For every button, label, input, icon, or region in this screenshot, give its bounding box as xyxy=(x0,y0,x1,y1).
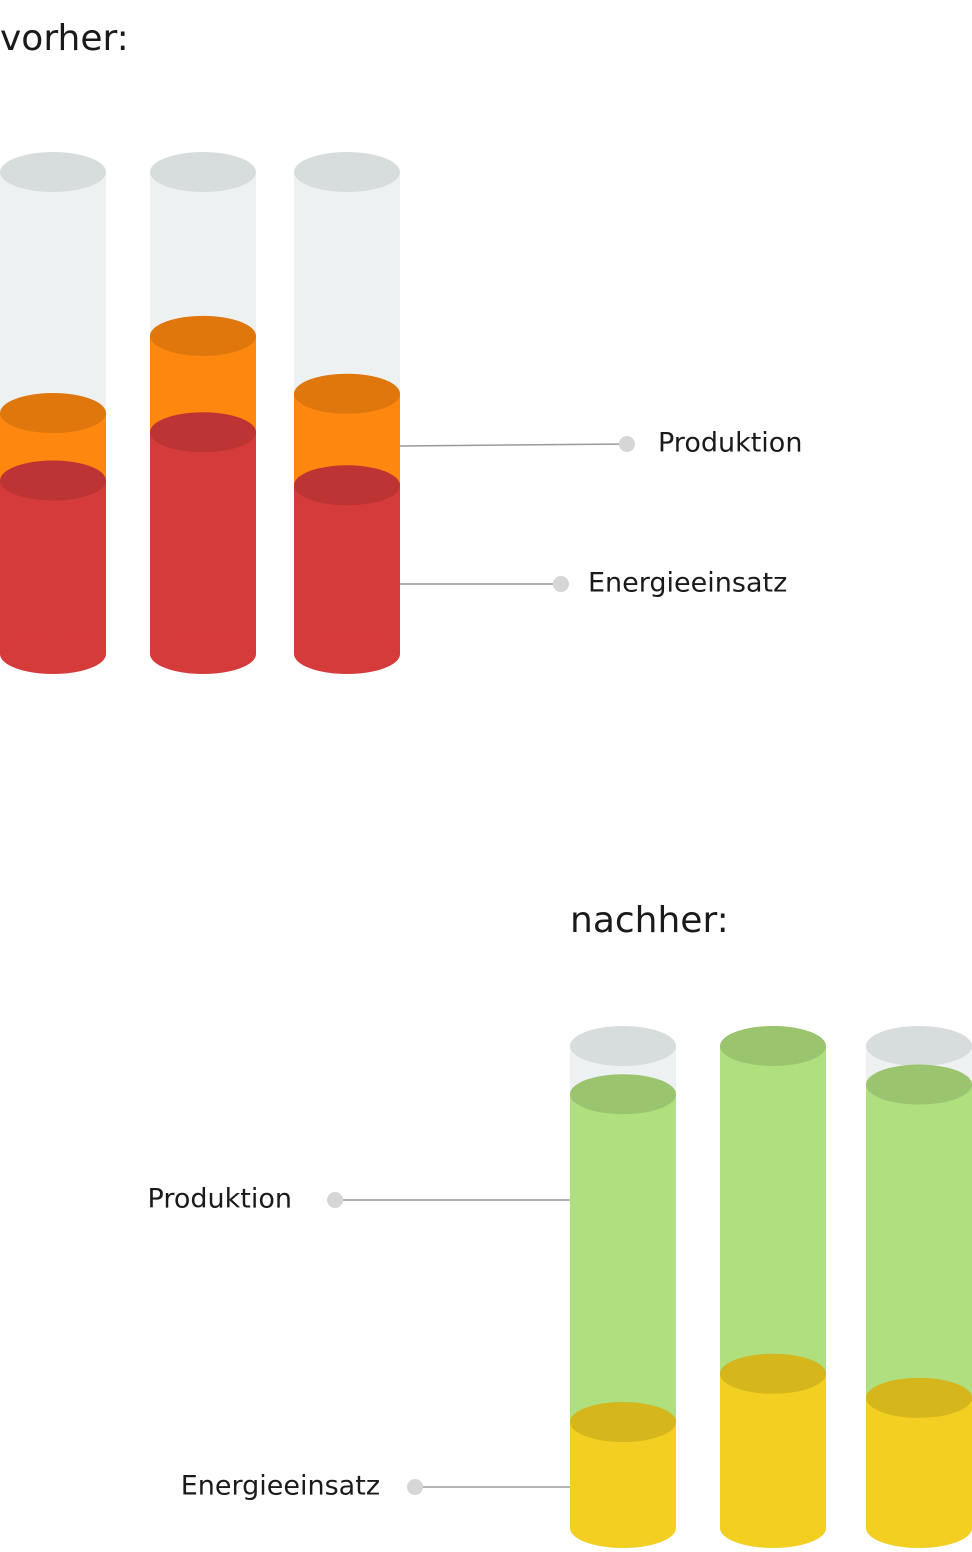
cylinder-empty-cap xyxy=(294,152,400,192)
cylinder-segment xyxy=(866,1397,972,1528)
cylinder-segment-cap xyxy=(570,1401,676,1442)
cylinder-segment-bottom xyxy=(570,1508,676,1548)
cylinder-segment-cap xyxy=(150,412,256,453)
cylinder-segment xyxy=(720,1373,826,1528)
legend-dot xyxy=(327,1192,343,1208)
cylinder-segment xyxy=(866,1084,972,1398)
legend-label: Produktion xyxy=(148,1184,292,1215)
cylinder-segment-cap xyxy=(294,373,400,414)
chart-title: vorher: xyxy=(0,18,129,59)
cylinder-segment-cap xyxy=(720,1026,826,1066)
cylinder-segment-cap xyxy=(0,460,106,501)
cylinder-segment-cap xyxy=(866,1064,972,1105)
legend-label: Energieeinsatz xyxy=(588,568,787,599)
cylinder-empty-cap xyxy=(0,152,106,192)
cylinder-segment xyxy=(0,480,106,654)
cylinder-segment xyxy=(294,485,400,654)
cylinder-empty-cap xyxy=(866,1026,972,1066)
cylinder-empty-cap xyxy=(570,1026,676,1066)
cylinder-segment-cap xyxy=(0,393,106,433)
legend-label: Produktion xyxy=(658,428,802,459)
cylinder-segment-bottom xyxy=(150,634,256,674)
cylinder-segment-bottom xyxy=(294,634,400,674)
cylinder-segment xyxy=(720,1046,826,1374)
legend-label: Energieeinsatz xyxy=(181,1471,380,1502)
legend-dot xyxy=(553,576,569,592)
legend-leader xyxy=(399,443,628,447)
cylinder-segment-bottom xyxy=(720,1508,826,1548)
cylinder-segment-cap xyxy=(866,1377,972,1418)
cylinder-segment xyxy=(150,432,256,654)
legend-dot xyxy=(407,1479,423,1495)
cylinder-segment-bottom xyxy=(866,1508,972,1548)
cylinder-segment-cap xyxy=(720,1353,826,1394)
cylinder-segment-bottom xyxy=(0,634,106,674)
cylinder-segment xyxy=(570,1094,676,1422)
chart-title: nachher: xyxy=(570,900,729,941)
legend-dot xyxy=(619,436,635,452)
cylinder-segment-cap xyxy=(294,465,400,506)
cylinder-empty-cap xyxy=(150,152,256,192)
cylinder-segment-cap xyxy=(570,1074,676,1115)
cylinder-segment-cap xyxy=(150,315,256,356)
